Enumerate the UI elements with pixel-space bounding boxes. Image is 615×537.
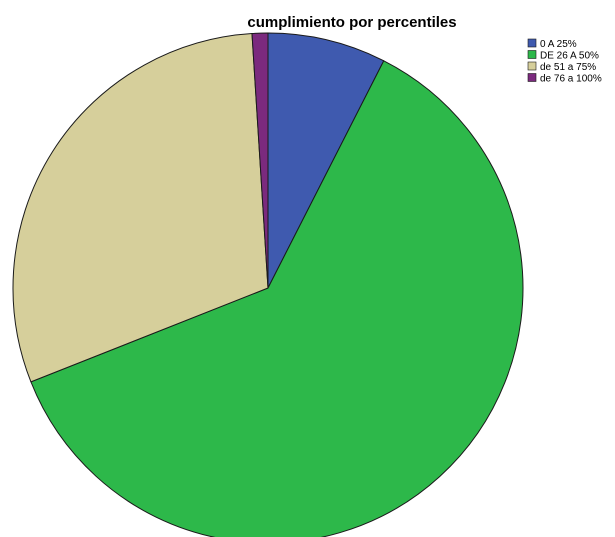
pie-slice-2 <box>30 60 524 537</box>
pie-slice-4 <box>251 32 269 289</box>
pie-slice-1 <box>267 32 385 289</box>
legend-label-1: 0 A 25% <box>540 39 577 50</box>
legend: 0 A 25%DE 26 A 50%de 51 a 75%de 76 a 100… <box>527 38 602 85</box>
legend-label-3: de 51 a 75% <box>540 62 596 73</box>
pie-slices <box>12 32 524 537</box>
legend-label-4: de 76 a 100% <box>540 74 602 85</box>
legend-swatch-3 <box>527 61 537 71</box>
legend-swatch-2 <box>527 50 537 59</box>
pie-slice-3 <box>12 32 269 383</box>
legend-swatch-1 <box>527 38 537 48</box>
chart-title: cumplimiento por percentiles <box>247 14 456 31</box>
legend-swatch-4 <box>527 73 537 82</box>
legend-label-2: DE 26 A 50% <box>540 51 599 62</box>
